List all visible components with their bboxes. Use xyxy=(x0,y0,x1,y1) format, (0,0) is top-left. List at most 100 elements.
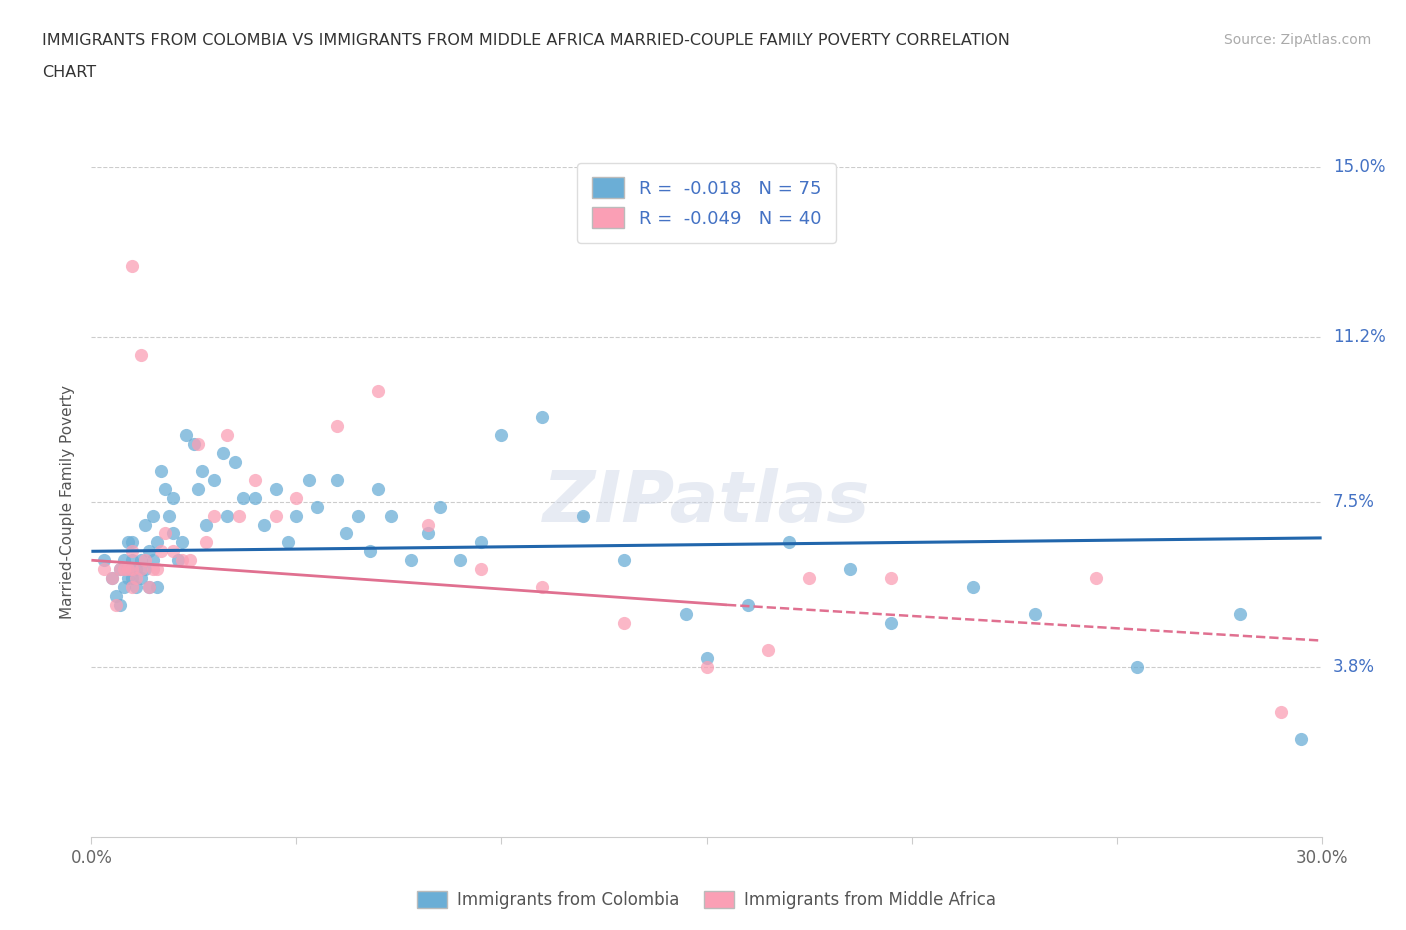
Legend: Immigrants from Colombia, Immigrants from Middle Africa: Immigrants from Colombia, Immigrants fro… xyxy=(411,884,1002,916)
Point xyxy=(264,482,287,497)
Point xyxy=(108,562,131,577)
Point xyxy=(101,571,124,586)
Point xyxy=(778,535,800,550)
Point xyxy=(166,552,188,567)
Point xyxy=(150,463,173,478)
Point xyxy=(359,544,381,559)
Point xyxy=(121,562,143,577)
Point xyxy=(215,508,238,523)
Point xyxy=(157,508,180,523)
Point xyxy=(134,517,156,532)
Point xyxy=(264,508,287,523)
Point xyxy=(142,562,165,577)
Point xyxy=(195,517,218,532)
Point xyxy=(470,535,492,550)
Point xyxy=(138,579,160,594)
Point xyxy=(449,552,471,567)
Point xyxy=(121,552,143,567)
Point xyxy=(142,508,165,523)
Point xyxy=(162,490,184,505)
Point xyxy=(170,535,193,550)
Point xyxy=(429,499,451,514)
Point xyxy=(695,660,717,675)
Point xyxy=(613,552,636,567)
Point xyxy=(202,472,225,487)
Point xyxy=(613,616,636,631)
Point xyxy=(125,562,148,577)
Point xyxy=(121,544,143,559)
Point xyxy=(695,651,717,666)
Point xyxy=(326,418,349,433)
Text: 15.0%: 15.0% xyxy=(1333,158,1385,177)
Point xyxy=(121,571,143,586)
Point xyxy=(367,482,389,497)
Point xyxy=(134,562,156,577)
Point xyxy=(797,571,820,586)
Point xyxy=(108,562,131,577)
Point xyxy=(737,597,759,612)
Point xyxy=(138,579,160,594)
Point xyxy=(245,490,267,505)
Point xyxy=(138,544,160,559)
Point xyxy=(1229,606,1251,621)
Point xyxy=(187,437,209,452)
Point xyxy=(1270,705,1292,720)
Point xyxy=(1085,571,1108,586)
Point xyxy=(108,597,131,612)
Point xyxy=(962,579,984,594)
Point xyxy=(146,562,169,577)
Point xyxy=(129,552,152,567)
Point xyxy=(146,579,169,594)
Point xyxy=(121,562,143,577)
Point xyxy=(121,579,143,594)
Point xyxy=(153,526,177,541)
Point xyxy=(146,535,169,550)
Point xyxy=(1024,606,1046,621)
Point xyxy=(1126,660,1149,675)
Point xyxy=(129,562,152,577)
Point xyxy=(150,544,173,559)
Point xyxy=(232,490,254,505)
Y-axis label: Married-Couple Family Poverty: Married-Couple Family Poverty xyxy=(60,385,76,619)
Point xyxy=(470,562,492,577)
Point xyxy=(380,508,402,523)
Point xyxy=(117,571,139,586)
Point xyxy=(285,508,308,523)
Point xyxy=(211,445,233,460)
Point xyxy=(129,571,152,586)
Point xyxy=(305,499,328,514)
Point xyxy=(245,472,267,487)
Point xyxy=(326,472,349,487)
Point xyxy=(416,517,439,532)
Text: 11.2%: 11.2% xyxy=(1333,328,1385,346)
Point xyxy=(228,508,250,523)
Point xyxy=(162,526,184,541)
Text: Source: ZipAtlas.com: Source: ZipAtlas.com xyxy=(1223,33,1371,46)
Point xyxy=(117,562,139,577)
Point xyxy=(195,535,218,550)
Point xyxy=(112,562,135,577)
Point xyxy=(880,616,903,631)
Point xyxy=(839,562,862,577)
Text: CHART: CHART xyxy=(42,65,96,80)
Point xyxy=(191,463,214,478)
Point xyxy=(121,535,143,550)
Point xyxy=(174,428,197,443)
Point xyxy=(347,508,370,523)
Point xyxy=(179,552,201,567)
Text: IMMIGRANTS FROM COLOMBIA VS IMMIGRANTS FROM MIDDLE AFRICA MARRIED-COUPLE FAMILY : IMMIGRANTS FROM COLOMBIA VS IMMIGRANTS F… xyxy=(42,33,1010,47)
Point xyxy=(125,571,148,586)
Point xyxy=(162,544,184,559)
Point xyxy=(367,383,389,398)
Point xyxy=(125,579,148,594)
Point xyxy=(101,571,124,586)
Point xyxy=(531,579,554,594)
Point xyxy=(224,455,246,470)
Point xyxy=(202,508,225,523)
Point xyxy=(112,552,135,567)
Point xyxy=(572,508,595,523)
Point xyxy=(215,428,238,443)
Point xyxy=(142,552,165,567)
Point xyxy=(335,526,357,541)
Point xyxy=(93,562,115,577)
